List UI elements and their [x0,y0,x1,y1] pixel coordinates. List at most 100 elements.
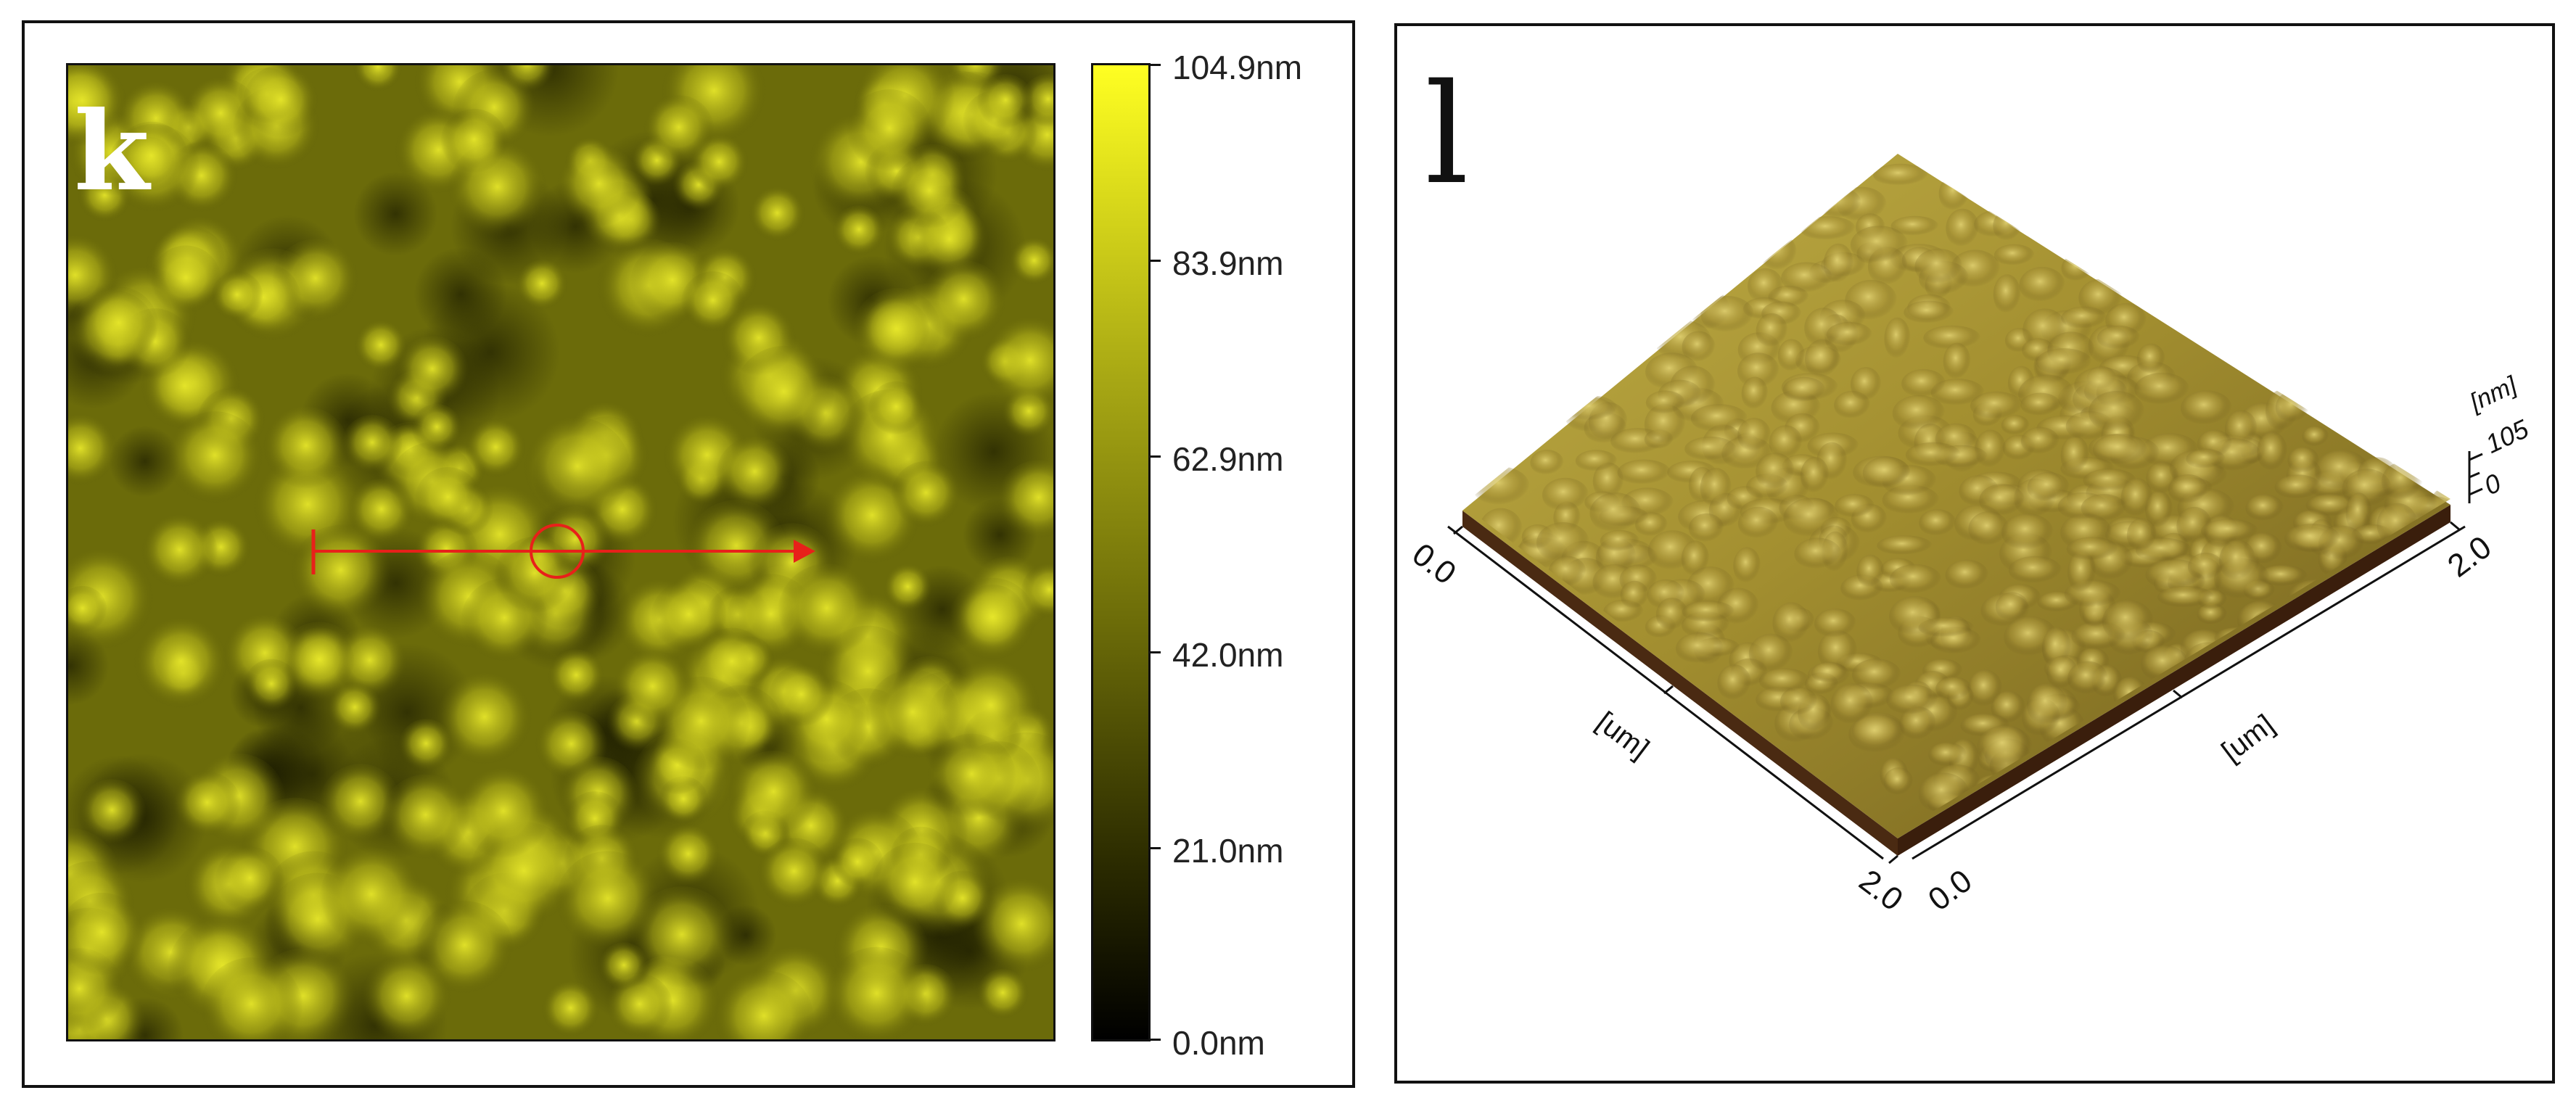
grain [865,669,960,764]
y-axis-tick [2450,521,2460,531]
surface-grain [2187,553,2224,581]
grain [891,461,961,532]
grain [141,515,218,592]
surface-grain [1919,509,1956,537]
surface-grain [2345,492,2372,535]
grain [921,260,1007,347]
grain [284,627,355,698]
grain [598,942,649,994]
surface-grain [1800,456,1830,495]
grain [515,260,569,313]
surface-grain [1645,390,1685,416]
panel-k-afm-height-map: k 104.9nm 83.9nm 62.9nm 42.0nm 21.0nm 0.… [22,20,1355,1088]
profile-cursor-circle[interactable] [530,524,585,579]
substrate-left-face [1462,511,1898,856]
surface-grain [2245,494,2284,522]
surface-grain [1682,331,1716,363]
grain [68,892,146,981]
surface-grain [2126,737,2160,772]
grain [757,838,831,912]
colorbar-label: 42.0nm [1172,636,1284,674]
surface-grain [2168,474,2208,505]
y-axis-tick [2173,689,2183,699]
surface-grain [2126,732,2167,760]
surface-grain [2001,415,2030,436]
grain [150,245,222,317]
grain [465,419,527,481]
grain [997,460,1053,543]
grain [113,121,189,197]
surface-grain [1530,450,1564,476]
profile-arrowhead [794,540,815,563]
grain [319,847,424,952]
surface-grain [1681,540,1710,578]
grain [1021,564,1053,622]
surface-grain [2019,266,2065,304]
grain [883,564,933,614]
surface-grain [1943,342,1971,381]
surface-grain [1690,404,1748,434]
grain [728,751,819,842]
surface-grain [1700,468,1732,509]
surface-grain [2120,478,2153,519]
grain [891,155,968,233]
surface-grain [1884,317,1911,360]
surface-grain [1758,668,1810,694]
y-axis-line [1912,525,2466,860]
grain [556,145,642,231]
surface-grain [1756,313,1788,349]
surface-grain [1856,554,1885,589]
surface-grain [1772,602,1811,645]
surface-grain [1748,268,1784,305]
surface-grain [2089,391,2145,434]
grain [68,585,107,636]
surface-grain [1700,296,1755,334]
surface-grain [1905,442,1962,468]
surface-grain [1830,683,1874,726]
grain [555,851,661,957]
surface-grain [1945,559,1989,591]
surface-grain [1769,425,1803,461]
grain [1009,238,1053,288]
line-profile-marker[interactable] [311,524,815,579]
surface-grain [1589,492,1642,535]
surface-grain [1970,391,2023,421]
grain [871,842,959,930]
surface-grain [2257,432,2288,473]
grain [846,89,933,176]
surface-grain [1928,742,1967,768]
afm-map-svg [68,65,1053,1039]
surface-grain [1779,686,1818,717]
colorbar-label: 21.0nm [1172,832,1284,870]
surface-grain [2078,278,2123,318]
surface-grain [1979,484,2025,518]
z-axis-tick [2469,453,2483,461]
surface-grain [2136,343,2165,375]
grain [380,774,471,865]
grain [210,271,263,323]
surface-grain [1826,321,1873,347]
grain [242,65,319,142]
height-colorbar [1091,63,1151,1041]
substrate-right-face [1898,505,2451,856]
grain [982,318,1053,413]
surface-grain [1993,274,2021,315]
grain [133,618,229,714]
grain [77,779,147,848]
colorbar-label: 83.9nm [1172,244,1284,282]
panel-l-afm-3d-surface: l [1394,23,2555,1084]
surface-grain [1565,395,1618,422]
surface-grain [1682,601,1735,624]
surface-grain [2305,493,2358,518]
surface-grain [1655,598,1688,632]
surface-grain [1883,767,1914,796]
grain [332,626,408,702]
surface-grain [1756,453,1795,491]
surface-grain [1946,208,1980,249]
surface-grain [2038,789,2067,820]
grain [643,95,715,167]
grain [523,417,632,526]
surface-grain [2061,254,2094,283]
surface-grain [1938,176,1970,212]
grain [290,524,391,626]
